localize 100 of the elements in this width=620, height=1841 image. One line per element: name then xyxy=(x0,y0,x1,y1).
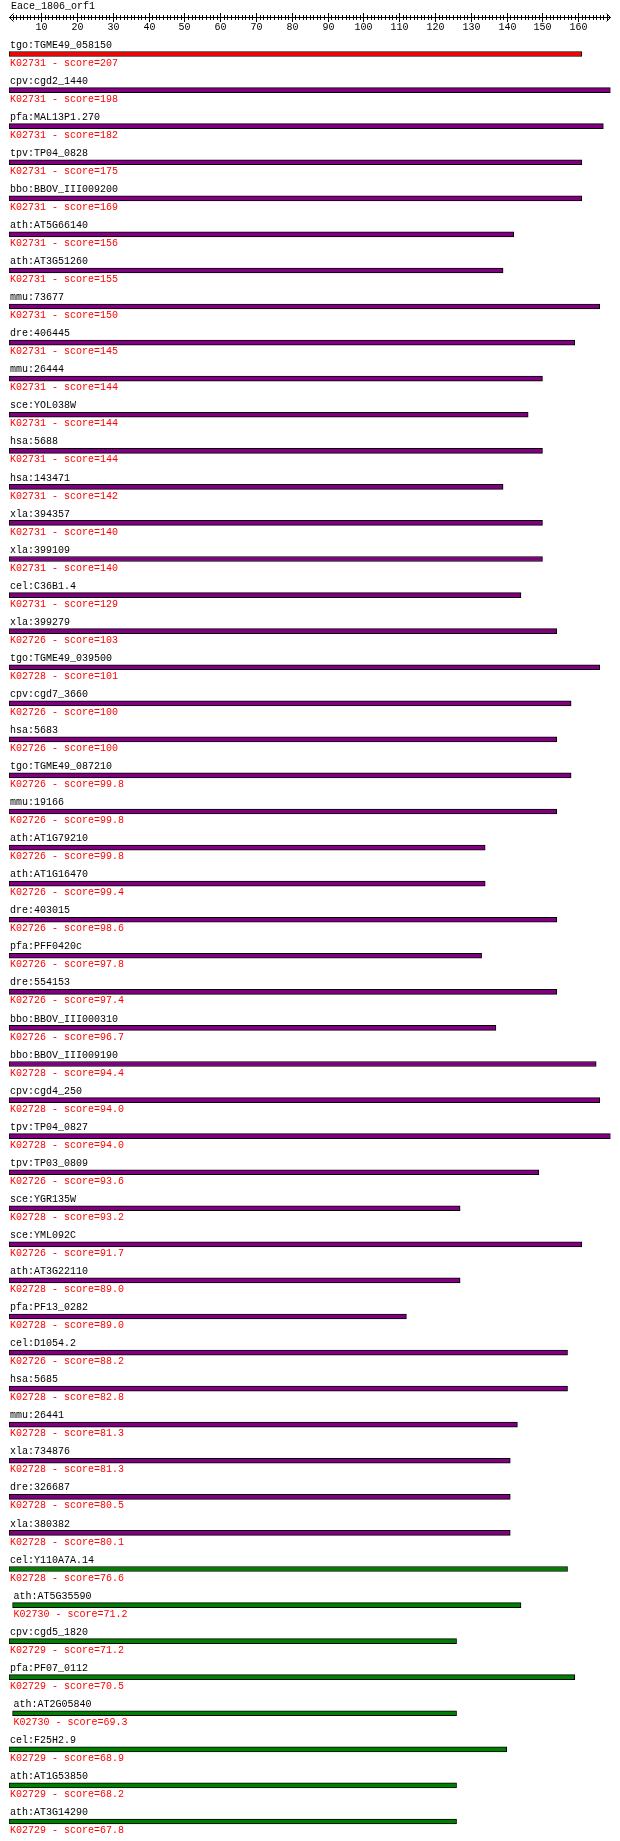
y-tick-label: cpv:cgd5_1820 xyxy=(10,1626,89,1638)
y-tick-label: pfa:MAL13P1.270 xyxy=(10,111,101,123)
data-label: K02731 - score=144 xyxy=(10,454,119,466)
y-tick-label: tpv:TP04_0827 xyxy=(10,1121,89,1133)
y-tick-label: dre:406445 xyxy=(10,328,71,340)
y-tick-label: dre:403015 xyxy=(10,905,71,917)
x-tick-label: 90 xyxy=(322,21,335,33)
data-label: K02729 - score=71.2 xyxy=(10,1644,125,1656)
y-tick-label: xla:394357 xyxy=(10,508,71,520)
data-label: K02726 - score=99.8 xyxy=(10,815,125,827)
data-label: K02726 - score=99.8 xyxy=(10,851,125,863)
y-tick-label: hsa:5683 xyxy=(10,725,59,737)
data-label: K02731 - score=155 xyxy=(10,274,119,286)
y-tick-label: pfa:PFF0420c xyxy=(10,941,83,953)
y-tick-label: bbo:BBOV_III009200 xyxy=(10,183,119,195)
data-label: K02731 - score=129 xyxy=(10,598,119,610)
y-tick-label: ath:AT3G51260 xyxy=(10,256,89,268)
y-tick-label: cpv:cgd2_1440 xyxy=(10,75,89,87)
x-tick-label: 80 xyxy=(286,21,299,33)
y-tick-label: xla:399109 xyxy=(10,544,71,556)
y-tick-label: cpv:cgd4_250 xyxy=(10,1085,83,1097)
data-label: K02728 - score=101 xyxy=(10,670,119,682)
y-tick-label: mmu:26441 xyxy=(10,1410,65,1422)
data-label: K02731 - score=175 xyxy=(10,165,119,177)
y-tick-label: tgo:TGME49_087210 xyxy=(10,761,113,773)
y-tick-label: ath:AT1G79210 xyxy=(10,833,89,845)
y-tick-label: xla:734876 xyxy=(10,1446,71,1458)
data-label: K02728 - score=82.8 xyxy=(10,1392,125,1404)
data-label: K02729 - score=70.5 xyxy=(10,1680,125,1692)
y-tick-label: cel:F25H2.9 xyxy=(10,1734,77,1746)
y-tick-label: sce:YML092C xyxy=(10,1229,77,1241)
y-tick-label: bbo:BBOV_III009190 xyxy=(10,1049,119,1061)
data-label: K02729 - score=68.2 xyxy=(10,1789,125,1801)
y-tick-label: ath:AT5G35590 xyxy=(13,1590,92,1602)
data-label: K02728 - score=89.0 xyxy=(10,1320,125,1332)
y-tick-label: xla:380382 xyxy=(10,1518,71,1530)
data-label: K02726 - score=97.8 xyxy=(10,959,125,971)
data-label: K02726 - score=103 xyxy=(10,634,119,646)
y-tick-label: mmu:73677 xyxy=(10,292,65,304)
y-tick-label: sce:YGR135W xyxy=(10,1193,77,1205)
data-label: K02731 - score=140 xyxy=(10,526,119,538)
y-tick-label: dre:554153 xyxy=(10,977,71,989)
data-label: K02728 - score=94.0 xyxy=(10,1103,125,1115)
data-label: K02726 - score=100 xyxy=(10,743,119,755)
y-tick-label: mmu:26444 xyxy=(10,364,65,376)
data-label: K02726 - score=97.4 xyxy=(10,995,125,1007)
x-tick-label: 140 xyxy=(498,21,517,33)
y-tick-label: ath:AT5G66140 xyxy=(10,220,89,232)
data-label: K02731 - score=144 xyxy=(10,418,119,430)
data-label: K02728 - score=81.3 xyxy=(10,1428,125,1440)
y-tick-label: hsa:5688 xyxy=(10,436,59,448)
data-label: K02726 - score=100 xyxy=(10,706,119,718)
x-tick-label: 30 xyxy=(107,21,120,33)
data-label: K02731 - score=144 xyxy=(10,382,119,394)
x-tick-label: 150 xyxy=(533,21,552,33)
data-label: K02728 - score=89.0 xyxy=(10,1284,125,1296)
data-label: K02728 - score=94.4 xyxy=(10,1067,125,1079)
y-tick-label: hsa:5685 xyxy=(10,1374,59,1386)
y-tick-label: tgo:TGME49_039500 xyxy=(10,652,113,664)
x-tick-label: 160 xyxy=(569,21,588,33)
y-tick-label: cel:D1054.2 xyxy=(10,1338,77,1350)
x-tick-label: 100 xyxy=(354,21,373,33)
data-label: K02728 - score=80.5 xyxy=(10,1500,125,1512)
y-tick-label: xla:399279 xyxy=(10,616,71,628)
data-label: K02728 - score=93.2 xyxy=(10,1211,125,1223)
data-label: K02731 - score=169 xyxy=(10,201,119,213)
y-tick-label: tgo:TGME49_058150 xyxy=(10,39,113,51)
data-label: K02728 - score=81.3 xyxy=(10,1464,125,1476)
data-label: K02729 - score=67.8 xyxy=(10,1825,125,1837)
y-tick-label: ath:AT1G53850 xyxy=(10,1771,89,1783)
x-tick-label: 130 xyxy=(462,21,481,33)
data-label: K02731 - score=156 xyxy=(10,238,119,250)
x-tick-label: 50 xyxy=(178,21,191,33)
y-tick-label: hsa:143471 xyxy=(10,472,71,484)
data-label: K02726 - score=93.6 xyxy=(10,1175,125,1187)
y-tick-label: tpv:TP04_0828 xyxy=(10,147,89,159)
data-label: K02726 - score=99.4 xyxy=(10,887,125,899)
y-tick-label: mmu:19166 xyxy=(10,797,65,809)
x-tick-label: 120 xyxy=(426,21,445,33)
data-label: K02726 - score=98.6 xyxy=(10,923,125,935)
data-label: K02728 - score=76.6 xyxy=(10,1572,125,1584)
y-tick-label: pfa:PF07_0112 xyxy=(10,1662,89,1674)
data-label: K02731 - score=140 xyxy=(10,562,119,574)
data-label: K02728 - score=80.1 xyxy=(10,1536,125,1548)
data-label: K02730 - score=69.3 xyxy=(13,1716,128,1728)
data-label: K02730 - score=71.2 xyxy=(13,1608,128,1620)
x-tick-label: 110 xyxy=(390,21,409,33)
y-tick-label: tpv:TP03_0809 xyxy=(10,1157,89,1169)
x-tick-label: 20 xyxy=(71,21,84,33)
chart-title: Eace_1806_orf1 xyxy=(11,1,96,13)
data-label: K02731 - score=182 xyxy=(10,129,119,141)
data-label: K02731 - score=198 xyxy=(10,93,119,105)
x-tick-label: 40 xyxy=(143,21,156,33)
data-label: K02726 - score=99.8 xyxy=(10,779,125,791)
x-tick-label: 10 xyxy=(35,21,48,33)
y-tick-label: ath:AT2G05840 xyxy=(13,1698,92,1710)
data-label: K02726 - score=96.7 xyxy=(10,1031,125,1043)
y-tick-label: cpv:cgd7_3660 xyxy=(10,688,89,700)
y-tick-label: ath:AT1G16470 xyxy=(10,869,89,881)
y-tick-label: sce:YOL038W xyxy=(10,400,77,412)
